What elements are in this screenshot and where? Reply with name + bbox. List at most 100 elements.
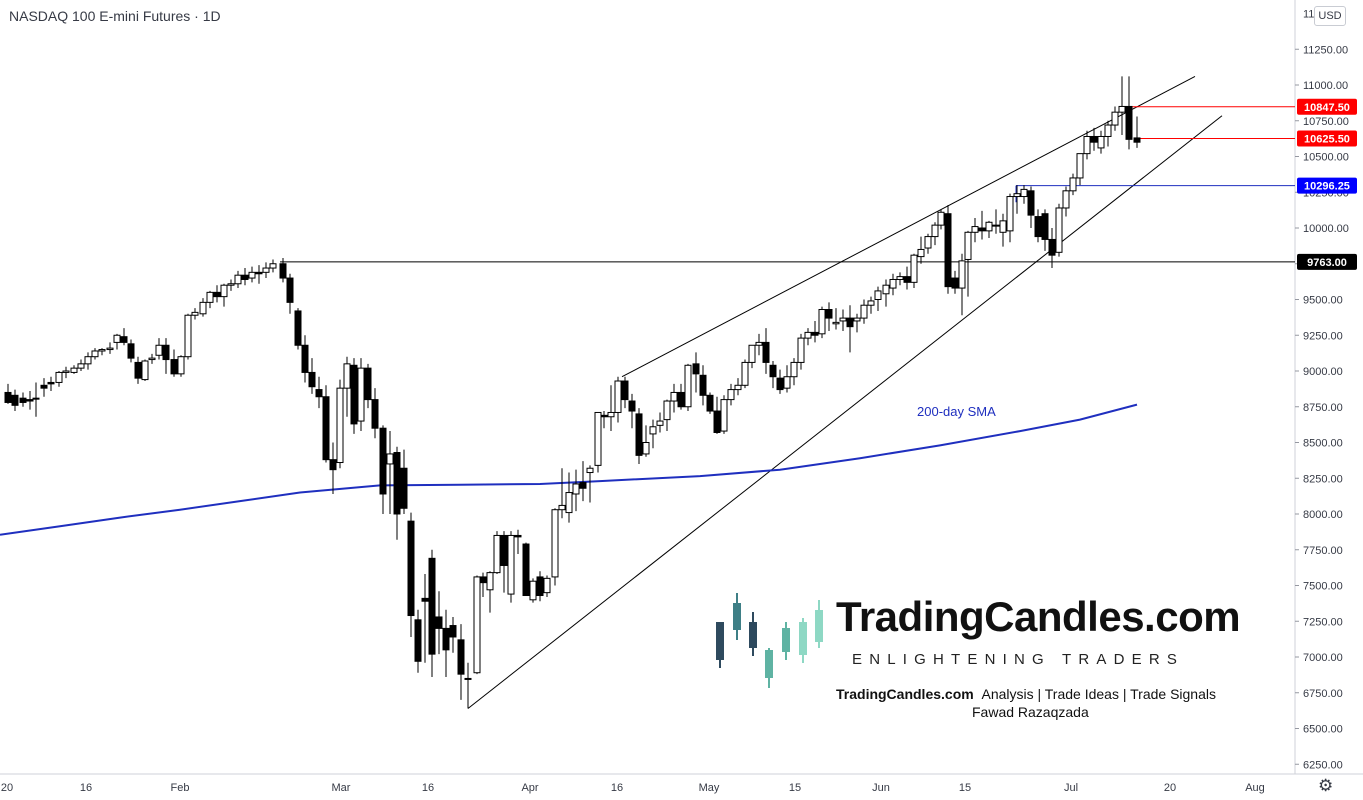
candle-bearish[interactable] <box>301 335 309 383</box>
candle-bearish[interactable] <box>522 542 530 597</box>
candle-bullish[interactable] <box>227 279 235 291</box>
candle-bullish[interactable] <box>473 575 481 675</box>
candle-bearish[interactable] <box>11 389 19 412</box>
candle-bearish[interactable] <box>4 383 12 404</box>
candle-bullish[interactable] <box>882 279 890 307</box>
candle-bullish[interactable] <box>853 313 861 333</box>
candle-bullish[interactable] <box>642 425 650 457</box>
candle-bearish[interactable] <box>47 376 55 392</box>
candle-bullish[interactable] <box>84 352 92 370</box>
candle-bearish[interactable] <box>776 369 784 394</box>
candle-bearish[interactable] <box>19 392 27 407</box>
candle-bearish[interactable] <box>40 378 48 397</box>
candle-bullish[interactable] <box>1104 120 1112 147</box>
candle-bearish[interactable] <box>1034 209 1042 243</box>
candle-bullish[interactable] <box>783 365 791 393</box>
candle-bullish[interactable] <box>62 366 70 379</box>
candle-bearish[interactable] <box>579 461 587 502</box>
candle-bullish[interactable] <box>999 213 1007 247</box>
candle-bullish[interactable] <box>937 209 945 230</box>
candle-bearish[interactable] <box>621 376 629 409</box>
candle-bearish[interactable] <box>134 356 142 384</box>
candle-bearish[interactable] <box>699 365 707 406</box>
candle-bullish[interactable] <box>148 353 156 364</box>
candle-bullish[interactable] <box>1062 186 1070 217</box>
candle-bullish[interactable] <box>155 338 163 360</box>
candle-bullish[interactable] <box>1020 185 1028 204</box>
candle-bearish[interactable] <box>978 210 986 240</box>
price-axis[interactable]: 6250.00 6500.00 6750.00 7000.00 7250.00 7500.… <box>1295 9 1349 772</box>
candle-bullish[interactable] <box>269 259 277 273</box>
candle-bullish[interactable] <box>1083 130 1091 160</box>
candle-bearish[interactable] <box>400 449 408 514</box>
candle-bearish[interactable] <box>414 609 422 673</box>
candle-bullish[interactable] <box>586 465 594 503</box>
candle-bearish[interactable] <box>762 328 770 374</box>
candle-bearish[interactable] <box>371 388 379 439</box>
currency-button[interactable]: USD <box>1314 6 1346 26</box>
candle-bearish[interactable] <box>120 328 128 346</box>
candle-bullish[interactable] <box>543 575 551 597</box>
candle-bullish[interactable] <box>896 272 904 286</box>
candle-bullish[interactable] <box>670 383 678 413</box>
candle-bullish[interactable] <box>614 376 622 423</box>
candle-bearish[interactable] <box>213 285 221 303</box>
candle-bullish[interactable] <box>1118 76 1126 136</box>
candle-bearish[interactable] <box>393 446 401 540</box>
candle-bullish[interactable] <box>656 412 664 433</box>
candle-bearish[interactable] <box>600 411 608 429</box>
candle-bullish[interactable] <box>839 309 847 331</box>
candle-bullish[interactable] <box>177 355 185 377</box>
candle-bearish[interactable] <box>500 531 508 593</box>
candle-bullish[interactable] <box>1013 185 1021 214</box>
candle-bullish[interactable] <box>958 253 966 316</box>
candle-bullish[interactable] <box>755 333 763 356</box>
candle-bullish[interactable] <box>1069 173 1077 196</box>
candle-bullish[interactable] <box>507 531 515 603</box>
candle-bullish[interactable] <box>971 217 979 243</box>
candle-bearish[interactable] <box>479 572 487 597</box>
candle-bullish[interactable] <box>70 365 78 374</box>
candle-bearish[interactable] <box>26 391 34 410</box>
time-axis[interactable]: 20 16 Feb Mar 16 Apr 16 May 15 Jun 15 Jul 20 Aug <box>1 782 1265 794</box>
candle-bullish[interactable] <box>464 662 472 709</box>
candle-bullish[interactable] <box>565 472 573 523</box>
candle-bullish[interactable] <box>106 342 114 354</box>
candle-bullish[interactable] <box>992 209 1000 234</box>
candle-bullish[interactable] <box>594 411 602 473</box>
candle-bearish[interactable] <box>628 393 636 429</box>
candle-bearish[interactable] <box>364 363 372 409</box>
candle-bullish[interactable] <box>910 253 918 289</box>
candle-bullish[interactable] <box>386 431 394 514</box>
candle-bullish[interactable] <box>649 419 657 449</box>
candle-bearish[interactable] <box>127 339 135 363</box>
candle-bullish[interactable] <box>860 299 868 324</box>
candle-bullish[interactable] <box>141 359 149 382</box>
candle-bearish[interactable] <box>1048 228 1056 269</box>
candle-bearish[interactable] <box>706 392 714 414</box>
candle-bearish[interactable] <box>514 529 522 555</box>
candle-bullish[interactable] <box>262 262 270 279</box>
candle-bearish[interactable] <box>442 609 450 678</box>
candle-bullish[interactable] <box>77 359 85 371</box>
candle-bearish[interactable] <box>1027 186 1035 228</box>
candle-bearish[interactable] <box>308 358 316 394</box>
candle-bullish[interactable] <box>874 286 882 311</box>
candle-bearish[interactable] <box>1133 116 1141 148</box>
candle-bearish[interactable] <box>635 408 643 464</box>
candle-bullish[interactable] <box>98 348 106 356</box>
candle-bullish[interactable] <box>917 236 925 264</box>
candle-bullish[interactable] <box>558 468 566 519</box>
candle-bullish[interactable] <box>343 356 351 417</box>
candle-bearish[interactable] <box>407 512 415 637</box>
candle-bearish[interactable] <box>951 270 959 294</box>
candle-bearish[interactable] <box>350 358 358 434</box>
candle-bullish[interactable] <box>55 371 63 387</box>
candle-bullish[interactable] <box>720 395 728 434</box>
candle-bearish[interactable] <box>255 265 263 284</box>
candle-bearish[interactable] <box>428 549 436 678</box>
candle-bearish[interactable] <box>315 376 323 409</box>
candle-bullish[interactable] <box>199 298 207 317</box>
candle-bearish[interactable] <box>769 360 777 389</box>
candle-bearish[interactable] <box>846 305 854 353</box>
